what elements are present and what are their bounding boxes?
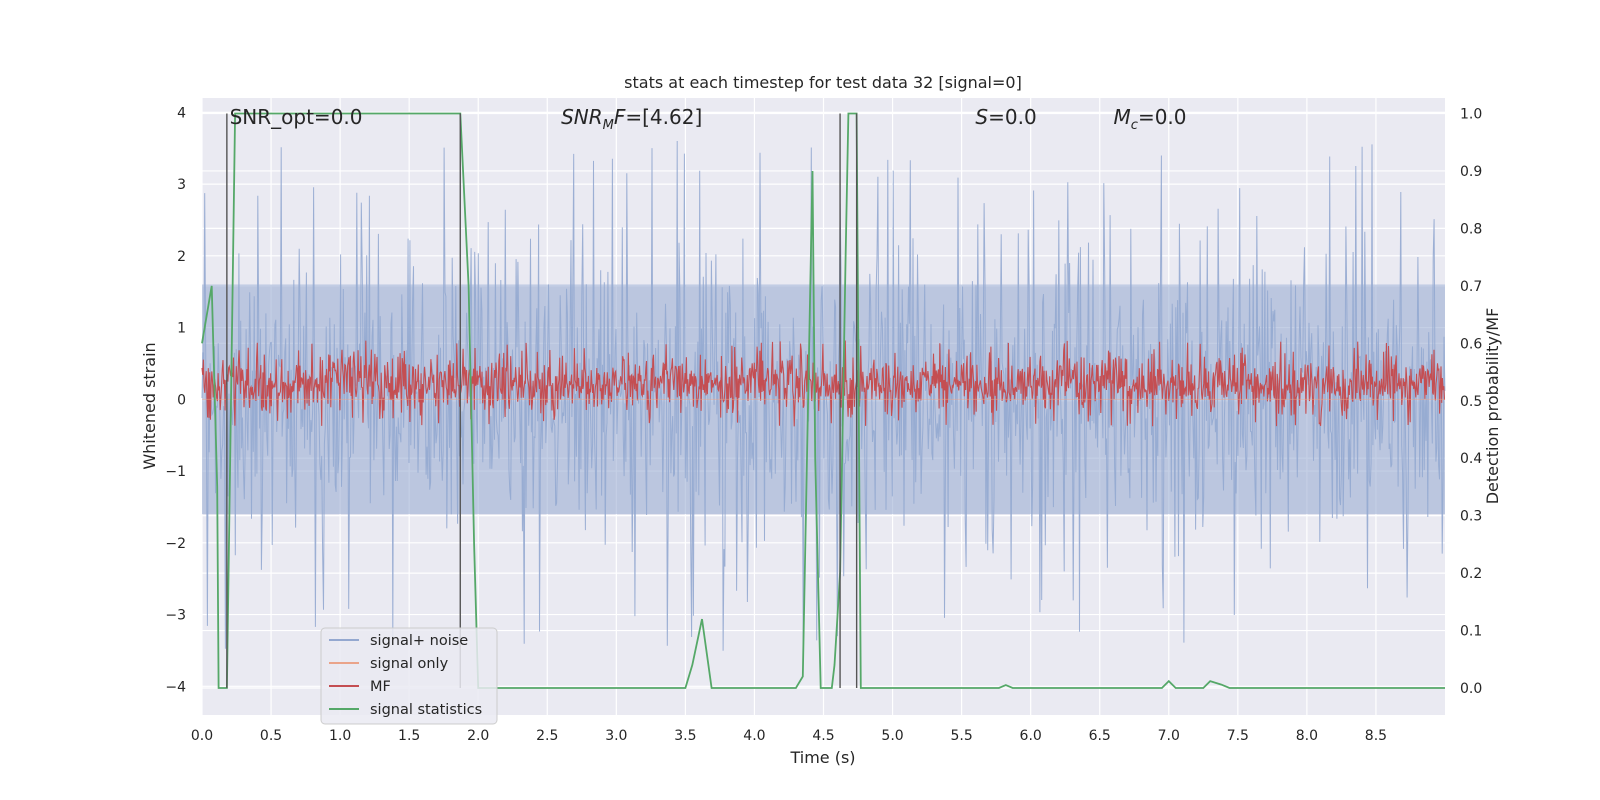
left-y-tick-label: −4 <box>165 679 186 695</box>
annotation-0: SNR_opt=0.0 <box>230 105 363 129</box>
x-tick-label: 4.5 <box>812 728 834 744</box>
x-tick-label: 7.0 <box>1158 728 1180 744</box>
x-tick-label: 3.5 <box>674 728 696 744</box>
legend-label-signal-noise: signal+ noise <box>370 633 468 649</box>
left-y-tick-label: −1 <box>165 464 186 480</box>
x-tick-label: 5.0 <box>881 728 903 744</box>
annotation-3: Mc=0.0 <box>1114 105 1187 133</box>
legend-box <box>320 627 498 725</box>
x-axis-label: Time (s) <box>789 748 855 767</box>
right-y-axis-label: Detection probability/MF <box>1483 308 1502 505</box>
x-tick-label: 1.5 <box>398 728 420 744</box>
right-y-tick-label: 0.1 <box>1460 624 1482 640</box>
x-tick-labels: 0.0 0.5 1.0 1.5 2.0 2.5 3.0 3.5 4.0 4.5 5.0 5.5 6.0 6… <box>191 728 1387 744</box>
x-tick-label: 2.0 <box>467 728 489 744</box>
left-y-tick-labels: 4 3 2 1 0 −1 −2 −3 −4 <box>165 105 186 695</box>
left-y-tick-label: 0 <box>177 392 186 408</box>
right-y-tick-label: 0.9 <box>1460 164 1482 180</box>
right-y-tick-label: 0.7 <box>1460 279 1482 295</box>
left-y-axis-label: Whitened strain <box>140 342 159 469</box>
left-y-tick-label: −2 <box>165 536 186 552</box>
x-tick-label: 3.0 <box>605 728 627 744</box>
x-tick-label: 2.5 <box>536 728 558 744</box>
annotation-2: S=0.0 <box>975 105 1036 129</box>
legend: signal+ noise signal only MF signal stat… <box>320 627 498 725</box>
mf-line <box>201 340 1446 427</box>
right-y-tick-label: 0.3 <box>1460 509 1482 525</box>
left-y-tick-label: 4 <box>177 105 186 121</box>
x-tick-label: 8.5 <box>1365 728 1387 744</box>
left-y-tick-label: 1 <box>177 321 186 337</box>
x-tick-label: 7.5 <box>1227 728 1249 744</box>
signal-statistics-line <box>201 112 1445 689</box>
legend-label-mf: MF <box>370 679 391 695</box>
right-y-tick-label: 0.5 <box>1460 394 1482 410</box>
x-tick-label: 0.0 <box>191 728 213 744</box>
right-y-tick-label: 0.2 <box>1460 566 1482 582</box>
mf-series <box>201 340 1446 427</box>
right-y-tick-label: 0.8 <box>1460 221 1482 237</box>
legend-label-signal-only: signal only <box>370 656 449 672</box>
right-y-tick-label: 0.6 <box>1460 336 1482 352</box>
x-tick-label: 5.5 <box>950 728 972 744</box>
left-y-tick-label: −3 <box>165 608 186 624</box>
annotations: SNR_opt=0.0 SNRMF=[4.62] S=0.0 Mc=0.0 <box>230 105 1187 133</box>
x-tick-label: 6.5 <box>1089 728 1111 744</box>
x-tick-label: 1.0 <box>329 728 351 744</box>
x-tick-label: 8.0 <box>1296 728 1318 744</box>
x-tick-label: 0.5 <box>260 728 282 744</box>
signal-statistics-series <box>201 112 1445 689</box>
marker-lines <box>226 113 858 688</box>
right-y-tick-label: 1.0 <box>1460 107 1482 123</box>
right-y-tick-labels: 1.0 0.9 0.8 0.7 0.6 0.5 0.4 0.3 0.2 0.1 0.0 <box>1460 107 1482 697</box>
x-tick-label: 4.0 <box>743 728 765 744</box>
left-y-tick-label: 3 <box>177 177 186 193</box>
x-tick-label: 6.0 <box>1020 728 1042 744</box>
left-y-tick-label: 2 <box>177 249 186 265</box>
annotation-1: SNRMF=[4.62] <box>561 105 702 133</box>
chart-title: stats at each timestep for test data 32 … <box>624 73 1022 92</box>
right-y-tick-label: 0.4 <box>1460 451 1482 467</box>
legend-label-signal-statistics: signal statistics <box>370 702 482 718</box>
right-y-tick-label: 0.0 <box>1460 681 1482 697</box>
